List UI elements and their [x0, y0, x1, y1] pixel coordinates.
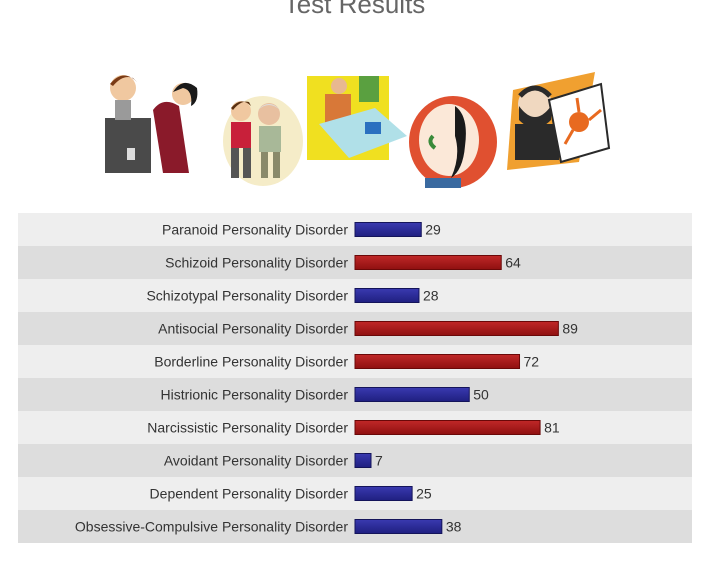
value-label: 64 [505, 255, 521, 271]
category-label: Borderline Personality Disorder [154, 354, 348, 370]
bar [354, 519, 443, 534]
value-label: 28 [423, 288, 439, 304]
bar [354, 486, 413, 501]
value-label: 25 [416, 486, 432, 502]
category-label: Paranoid Personality Disorder [162, 222, 348, 238]
value-label: 89 [562, 321, 578, 337]
value-label: 50 [473, 387, 489, 403]
value-label: 7 [375, 453, 383, 469]
category-label: Dependent Personality Disorder [150, 486, 349, 502]
face-profile-illustration [409, 96, 497, 188]
bar [354, 420, 541, 435]
bar [354, 354, 521, 369]
bar [354, 387, 470, 402]
value-label: 81 [544, 420, 560, 436]
bar [354, 222, 422, 237]
chart-title: Test Results [283, 0, 426, 19]
value-label: 72 [524, 354, 540, 370]
category-label: Schizoid Personality Disorder [165, 255, 348, 271]
bar [354, 288, 420, 303]
couple-arguing-illustration [105, 75, 198, 173]
category-label: Histrionic Personality Disorder [160, 387, 348, 403]
bar [354, 453, 372, 468]
bar [354, 255, 502, 270]
artist-drawing-illustration [507, 72, 611, 170]
category-label: Schizotypal Personality Disorder [146, 288, 348, 304]
category-label: Narcissistic Personality Disorder [147, 420, 348, 436]
personality-illustrations [105, 72, 611, 188]
category-label: Antisocial Personality Disorder [158, 321, 348, 337]
category-label: Obsessive-Compulsive Personality Disorde… [75, 519, 348, 535]
value-label: 38 [446, 519, 462, 535]
person-at-desk-illustration [307, 76, 407, 160]
category-label: Avoidant Personality Disorder [164, 453, 349, 469]
value-label: 29 [425, 222, 441, 238]
bar [354, 321, 559, 336]
caregiver-elderly-illustration [223, 96, 303, 186]
test-results-bar-chart: Paranoid Personality Disorder 29 Schizoid … [18, 213, 692, 543]
